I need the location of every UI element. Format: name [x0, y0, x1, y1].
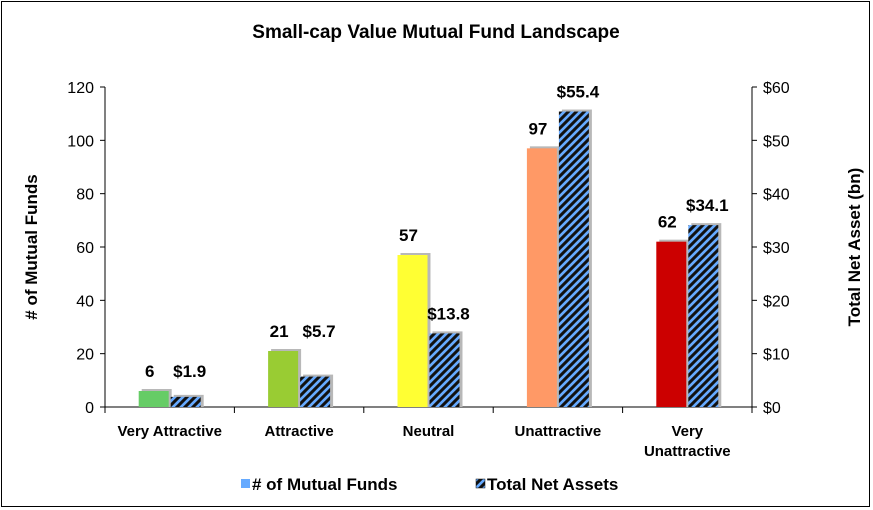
- data-label-net-assets: $13.8: [427, 304, 470, 323]
- chart-title: Small-cap Value Mutual Fund Landscape: [252, 22, 619, 43]
- data-label-net-assets: $34.1: [686, 196, 729, 215]
- y-tick-label-right: $20: [763, 293, 790, 310]
- y-tick-label-left: 60: [76, 240, 94, 257]
- y-tick-label-right: $40: [763, 187, 790, 204]
- bar-net-assets: [170, 396, 201, 407]
- x-tick-label: Very: [671, 423, 703, 440]
- x-tick-label: Very Attractive: [117, 423, 222, 440]
- bar-mutual-funds: [268, 351, 299, 407]
- data-label-net-assets: $1.9: [173, 362, 206, 381]
- data-label-net-assets: $5.7: [303, 322, 336, 341]
- x-tick-label: Attractive: [264, 423, 333, 440]
- y-tick-label-right: $50: [763, 133, 790, 150]
- data-label-mutual-funds: 21: [270, 322, 289, 341]
- legend-label-net-assets: Total Net Assets: [487, 475, 618, 494]
- bar-net-assets: [688, 225, 719, 407]
- y-tick-label-right: $0: [763, 400, 781, 417]
- y-tick-label-left: 20: [76, 347, 94, 364]
- bar-mutual-funds: [397, 255, 428, 407]
- data-label-mutual-funds: 62: [658, 213, 677, 232]
- y-tick-label-left: 80: [76, 187, 94, 204]
- legend-label-mutual-funds: # of Mutual Funds: [252, 475, 397, 494]
- bar-mutual-funds: [138, 391, 169, 407]
- y-tick-label-left: 120: [67, 80, 94, 97]
- data-label-mutual-funds: 57: [399, 226, 418, 245]
- bar-net-assets: [429, 333, 460, 407]
- y-axis-title-right: Total Net Asset (bn): [845, 168, 864, 327]
- x-tick-label: Unattractive: [515, 423, 602, 440]
- bar-mutual-funds: [526, 148, 557, 408]
- bar-net-assets: [300, 376, 331, 407]
- y-tick-label-left: 100: [67, 133, 94, 150]
- x-tick-label: Neutral: [403, 423, 455, 440]
- data-label-net-assets: $55.4: [557, 83, 600, 102]
- bar-net-assets: [558, 111, 589, 408]
- data-label-mutual-funds: 97: [528, 119, 547, 138]
- y-tick-label-left: 0: [85, 400, 94, 417]
- legend-swatch-mutual-funds: [241, 479, 250, 488]
- data-label-mutual-funds: 6: [145, 362, 154, 381]
- bar-mutual-funds: [656, 241, 687, 407]
- y-tick-label-left: 40: [76, 293, 94, 310]
- y-tick-label-right: $30: [763, 240, 790, 257]
- legend-swatch-net-assets: [475, 478, 486, 489]
- x-tick-label: Unattractive: [644, 443, 731, 460]
- y-axis-title-left: # of Mutual Funds: [22, 174, 41, 319]
- y-tick-label-right: $60: [763, 80, 790, 97]
- y-tick-label-right: $10: [763, 347, 790, 364]
